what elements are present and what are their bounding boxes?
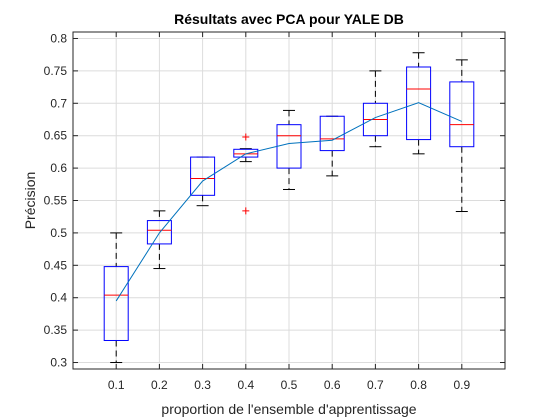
x-tick-label: 0.8: [410, 378, 427, 392]
y-tick-label: 0.3: [50, 356, 67, 370]
box-iqr: [449, 81, 475, 148]
tick-layer: 0.3 0.35 0.4 0.45 0.5 0.55 0.6 0.65 0.7 0.75 0.8 0.…: [44, 31, 505, 392]
mean-accuracy-line: [115, 102, 462, 302]
x-tick-label: 0.5: [281, 378, 298, 392]
plot-layer: [103, 52, 475, 364]
x-tick-label: 0.7: [367, 378, 384, 392]
y-tick-label: 0.75: [44, 64, 68, 78]
chart-title: Résultats avec PCA pour YALE DB: [174, 11, 404, 27]
y-tick-label: 0.45: [44, 258, 68, 272]
y-tick-label: 0.4: [50, 291, 67, 305]
y-tick-label: 0.35: [44, 323, 68, 337]
box-iqr: [406, 66, 432, 141]
x-tick-label: 0.6: [324, 378, 341, 392]
box-iqr: [233, 148, 259, 158]
y-tick-label: 0.65: [44, 129, 68, 143]
x-tick-label: 0.3: [194, 378, 211, 392]
x-tick-label: 0.9: [453, 378, 470, 392]
y-tick-label: 0.7: [50, 96, 67, 110]
x-axis-label: proportion de l'ensemble d'apprentissage: [161, 401, 416, 417]
box-iqr: [146, 220, 172, 245]
y-tick-label: 0.5: [50, 226, 67, 240]
outlier-marker: [242, 133, 250, 141]
box-iqr: [190, 156, 216, 196]
x-tick-label: 0.4: [237, 378, 254, 392]
y-tick-label: 0.55: [44, 194, 68, 208]
y-axis-label: Précision: [22, 172, 38, 230]
outlier-marker: [242, 207, 250, 215]
x-tick-label: 0.1: [108, 378, 125, 392]
x-tick-label: 0.2: [151, 378, 168, 392]
box-iqr: [103, 266, 129, 341]
y-tick-label: 0.8: [50, 31, 67, 45]
y-tick-label: 0.6: [50, 161, 67, 175]
